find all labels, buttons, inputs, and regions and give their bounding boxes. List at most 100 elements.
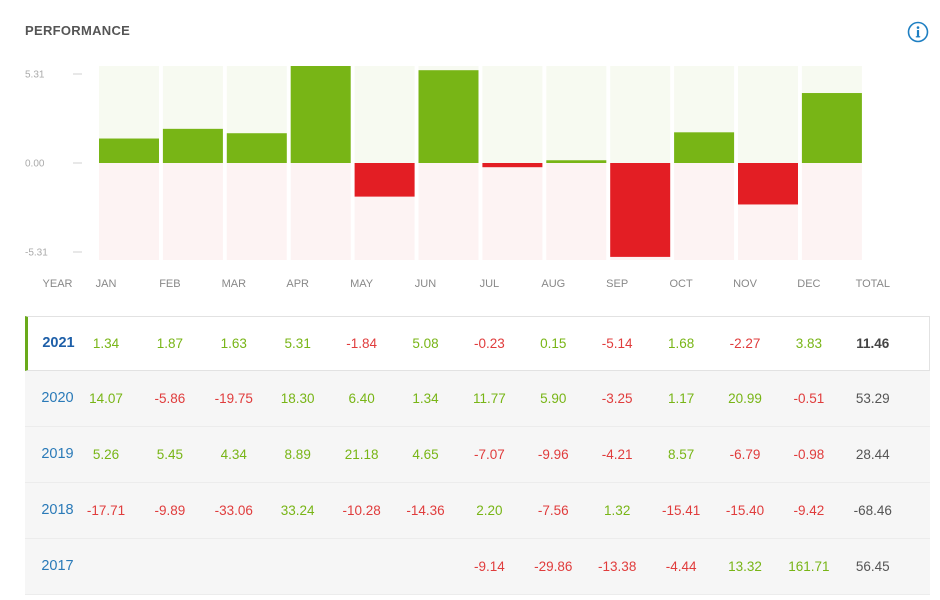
month-value-cell: 6.40 <box>348 391 375 406</box>
month-value-cell: 1.63 <box>220 336 247 351</box>
bar-feb <box>162 128 223 163</box>
table-row-2018[interactable]: 2018 -17.71 -9.89 -33.06 33.24 -10.28 -14.36 2.… <box>25 483 930 539</box>
month-value-cell: -14.36 <box>406 503 445 518</box>
month-value-cell <box>202 539 266 594</box>
column-header-sep: SEP <box>606 278 629 290</box>
month-value-cell: -2.27 <box>729 336 761 351</box>
month-value-cell: -9.14 <box>474 559 505 574</box>
month-value-cell <box>394 539 458 594</box>
month-value-cell: -9.42 <box>793 503 825 518</box>
year-cell[interactable]: 2019 <box>41 446 74 462</box>
month-value-cell: 4.65 <box>412 447 439 462</box>
month-value-cell: 4.34 <box>220 447 247 462</box>
month-value-cell: 5.45 <box>156 447 184 462</box>
month-value-cell: 1.17 <box>667 391 695 406</box>
total-cell: 11.46 <box>856 336 890 351</box>
column-header-jan: JAN <box>95 278 117 290</box>
column-bg-negative <box>162 163 223 260</box>
column-bg-negative <box>674 163 735 260</box>
column-header-dec: DEC <box>797 278 821 290</box>
month-value-cell: -33.06 <box>214 503 253 518</box>
month-value-cell: 20.99 <box>728 391 762 406</box>
month-value-cell: -6.79 <box>729 447 761 462</box>
bar-may <box>354 163 415 197</box>
month-value-cell: 13.32 <box>728 559 762 574</box>
year-cell[interactable]: 2017 <box>41 558 74 574</box>
year-cell[interactable]: 2020 <box>41 390 74 406</box>
month-value-cell: 8.57 <box>667 447 695 462</box>
column-header-jun: JUN <box>414 278 437 290</box>
table-row-2019[interactable]: 2019 5.26 5.45 4.34 8.89 21.18 4.65 -7.07 -9.96 -… <box>25 427 930 483</box>
month-value-cell: 1.32 <box>604 503 631 518</box>
column-bg-positive <box>482 66 543 163</box>
month-value-cell: -0.51 <box>793 391 825 406</box>
month-value-cell: -0.23 <box>474 336 505 351</box>
month-value-cell <box>74 539 138 594</box>
column-header-oct: OCT <box>669 278 693 290</box>
month-value-cell: 5.26 <box>92 447 120 462</box>
month-value-cell: 1.34 <box>92 336 120 351</box>
performance-table: 2021 1.34 1.87 1.63 5.31 -1.84 5.08 -0.23 0.15 -5… <box>25 316 930 595</box>
month-value-cell: -9.89 <box>154 503 186 518</box>
column-bg-positive <box>354 66 415 163</box>
column-bg-negative <box>418 163 479 260</box>
total-cell: -68.46 <box>853 503 892 518</box>
column-bg-negative <box>290 163 351 260</box>
column-bg-negative <box>546 163 607 260</box>
column-bg-positive <box>738 66 798 163</box>
month-value-cell: 3.83 <box>795 336 823 351</box>
month-value-cell: 1.87 <box>156 336 184 351</box>
month-value-cell: -4.21 <box>601 447 633 462</box>
column-bg-negative <box>99 163 159 260</box>
column-header-jul: JUL <box>479 278 500 290</box>
column-bg-positive <box>610 66 671 163</box>
column-header-aug: AUG <box>541 278 566 290</box>
y-tick-label: -5.31 <box>25 248 48 259</box>
month-value-cell: -29.86 <box>534 559 573 574</box>
year-cell[interactable]: 2021 <box>42 335 75 351</box>
month-value-cell: -5.86 <box>154 391 186 406</box>
month-value-cell: 2.20 <box>476 503 503 518</box>
bar-oct <box>674 132 735 163</box>
year-cell[interactable]: 2018 <box>41 502 74 518</box>
month-value-cell: 18.30 <box>280 391 315 406</box>
month-value-cell: -0.98 <box>793 447 825 462</box>
column-bg-negative <box>482 163 543 260</box>
total-cell: 56.45 <box>855 559 890 574</box>
table-header: YEAR JAN FEB MAR APR MAY JUN JUL AUG SEP OCT NOV DEC… <box>25 278 930 300</box>
column-header-may: MAY <box>350 278 374 290</box>
y-tick-label: 0.00 <box>25 159 45 170</box>
bar-apr <box>290 66 351 163</box>
info-icon[interactable] <box>907 21 929 43</box>
column-header-mar: MAR <box>221 278 247 290</box>
table-row-2021[interactable]: 2021 1.34 1.87 1.63 5.31 -1.84 5.08 -0.23 0.15 -5… <box>25 316 930 371</box>
month-value-cell: -15.40 <box>725 503 765 518</box>
y-tick-label: 5.31 <box>25 70 45 81</box>
month-value-cell: -9.96 <box>537 447 569 462</box>
total-cell: 28.44 <box>855 447 890 462</box>
month-value-cell: -7.07 <box>474 447 505 462</box>
bar-sep <box>610 163 671 257</box>
bar-jun <box>418 70 479 163</box>
month-value-cell: 1.34 <box>412 391 439 406</box>
month-value-cell: 5.31 <box>284 336 311 351</box>
month-value-cell: -7.56 <box>537 503 569 518</box>
month-value-cell: 33.24 <box>280 503 315 518</box>
month-value-cell: -19.75 <box>214 391 253 406</box>
month-value-cell <box>266 539 330 594</box>
month-value-cell: 5.90 <box>540 391 567 406</box>
month-value-cell: 11.77 <box>473 391 506 406</box>
bar-mar <box>226 133 287 163</box>
page-title: PERFORMANCE <box>25 23 131 38</box>
performance-chart: 5.31 0.00 -5.31 <box>25 66 862 260</box>
bar-jan <box>99 138 159 163</box>
table-row-2020[interactable]: 2020 14.07 -5.86 -19.75 18.30 6.40 1.34 11.77 5.… <box>25 371 930 427</box>
month-value-cell: 5.08 <box>412 336 439 351</box>
table-row-2017[interactable]: 2017 -9.14 -29.86 -13.38 -4.44 13.32 161.71 56.… <box>25 539 930 595</box>
month-value-cell: 8.89 <box>284 447 311 462</box>
month-value-cell: 1.68 <box>667 336 695 351</box>
column-header-feb: FEB <box>159 278 181 290</box>
column-bg-positive <box>546 66 607 163</box>
month-value-cell: 161.71 <box>788 559 830 574</box>
column-header-year: YEAR <box>42 278 73 290</box>
